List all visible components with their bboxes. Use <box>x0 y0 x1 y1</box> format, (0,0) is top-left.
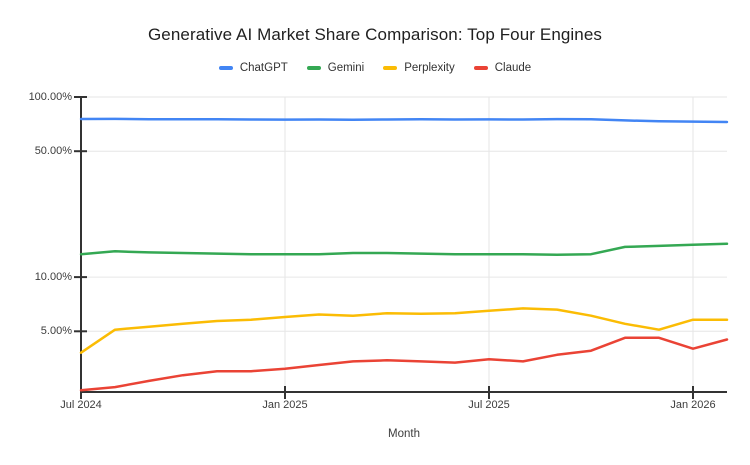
y-axis-tick-label: 100.00% <box>28 91 72 103</box>
legend-item-chatgpt[interactable]: ChatGPT <box>218 62 288 74</box>
legend-label: ChatGPT <box>239 62 288 74</box>
legend-swatch-gemini <box>306 66 321 70</box>
x-axis-tick-label: Jan 2026 <box>670 399 716 411</box>
y-axis-tick-label: 10.00% <box>34 271 72 284</box>
y-axis-tick-label: 5.00% <box>40 325 72 338</box>
legend-item-gemini[interactable]: Gemini <box>306 62 365 74</box>
x-axis-title: Month <box>388 428 420 440</box>
legend-label: Claude <box>494 62 532 74</box>
chart-title: Generative AI Market Share Comparison: T… <box>147 25 603 44</box>
series-line-perplexity <box>79 307 729 354</box>
x-axis-tick-label: Jul 2024 <box>60 399 102 411</box>
legend-item-claude[interactable]: Claude <box>473 62 532 74</box>
legend-swatch-claude <box>473 66 488 70</box>
x-axis-tick-label: Jul 2025 <box>468 399 510 411</box>
legend-swatch-perplexity <box>383 66 398 70</box>
x-axis-tick-label: Jan 2025 <box>262 399 308 411</box>
legend-swatch-chatgpt <box>218 66 233 70</box>
y-axis-tick-label: 50.00% <box>34 145 72 158</box>
legend-label: Gemini <box>327 62 365 74</box>
series-line-claude <box>79 336 729 392</box>
legend-label: Perplexity <box>404 62 455 74</box>
series-line-gemini <box>79 242 729 257</box>
legend-item-perplexity[interactable]: Perplexity <box>383 62 455 74</box>
legend: ChatGPT Gemini Perplexity Claude <box>0 61 750 75</box>
series-line-chatgpt <box>79 117 729 124</box>
